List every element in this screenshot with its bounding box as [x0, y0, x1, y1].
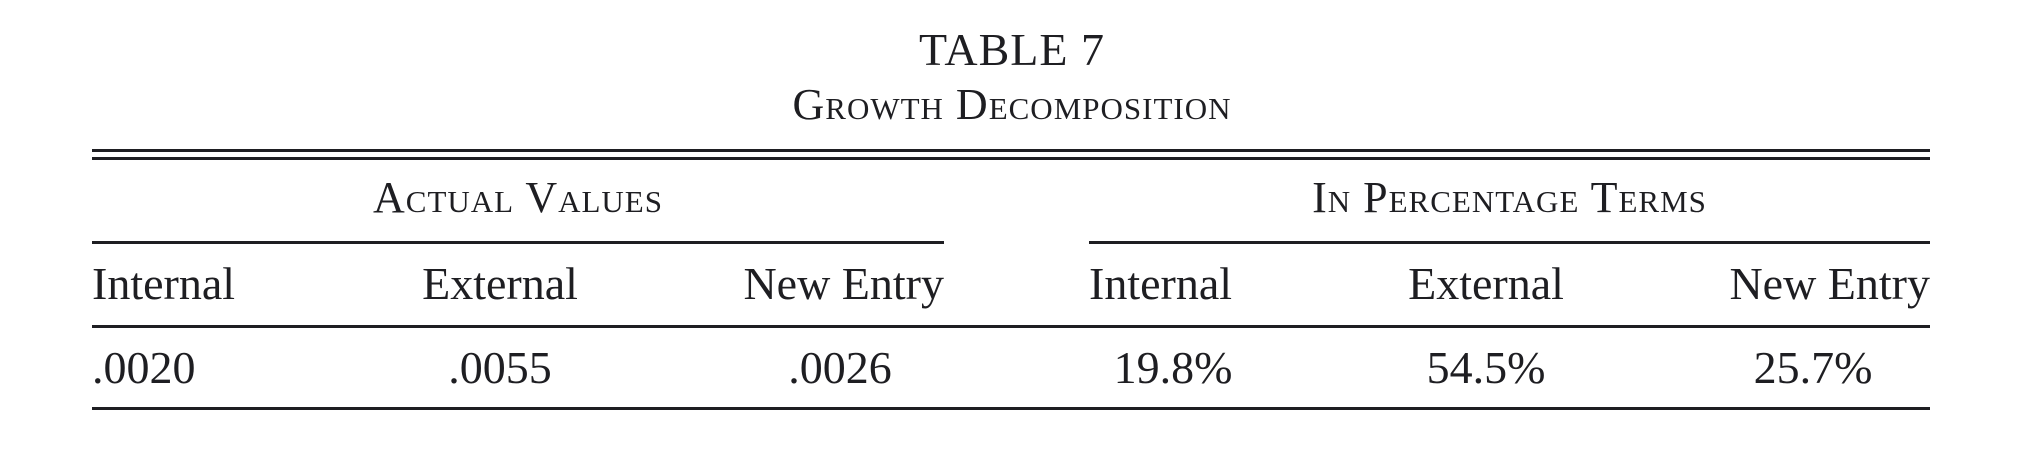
cell-new-entry-percent: 25.7% [1753, 342, 1873, 393]
header-rule [92, 325, 1930, 328]
column-header-internal-percent: Internal [1089, 258, 1233, 309]
cell-external-actual: .0055 [448, 342, 552, 393]
cell-internal-percent: 19.8% [1113, 342, 1233, 393]
column-header-internal-actual: Internal [92, 258, 236, 309]
column-header-external-actual: External [422, 258, 578, 309]
column-header-new-entry-actual: New Entry [743, 258, 944, 309]
table-label: TABLE 7 [918, 24, 1105, 75]
group-rule-percentage-terms [1089, 241, 1930, 244]
column-header-external-percent: External [1408, 258, 1564, 309]
cell-external-percent: 54.5% [1426, 342, 1546, 393]
group-header-percentage-terms: In Percentage Terms [1312, 173, 1707, 222]
cell-new-entry-actual: .0026 [788, 342, 892, 393]
cell-internal-actual: .0020 [92, 342, 196, 393]
group-rule-actual-values [92, 241, 944, 244]
column-header-new-entry-percent: New Entry [1729, 258, 1930, 309]
top-rule-inner [92, 157, 1930, 160]
bottom-rule [92, 407, 1930, 410]
group-header-actual-values: Actual Values [373, 173, 663, 222]
top-rule-outer [92, 149, 1930, 152]
table-title: Growth Decomposition [792, 80, 1232, 129]
